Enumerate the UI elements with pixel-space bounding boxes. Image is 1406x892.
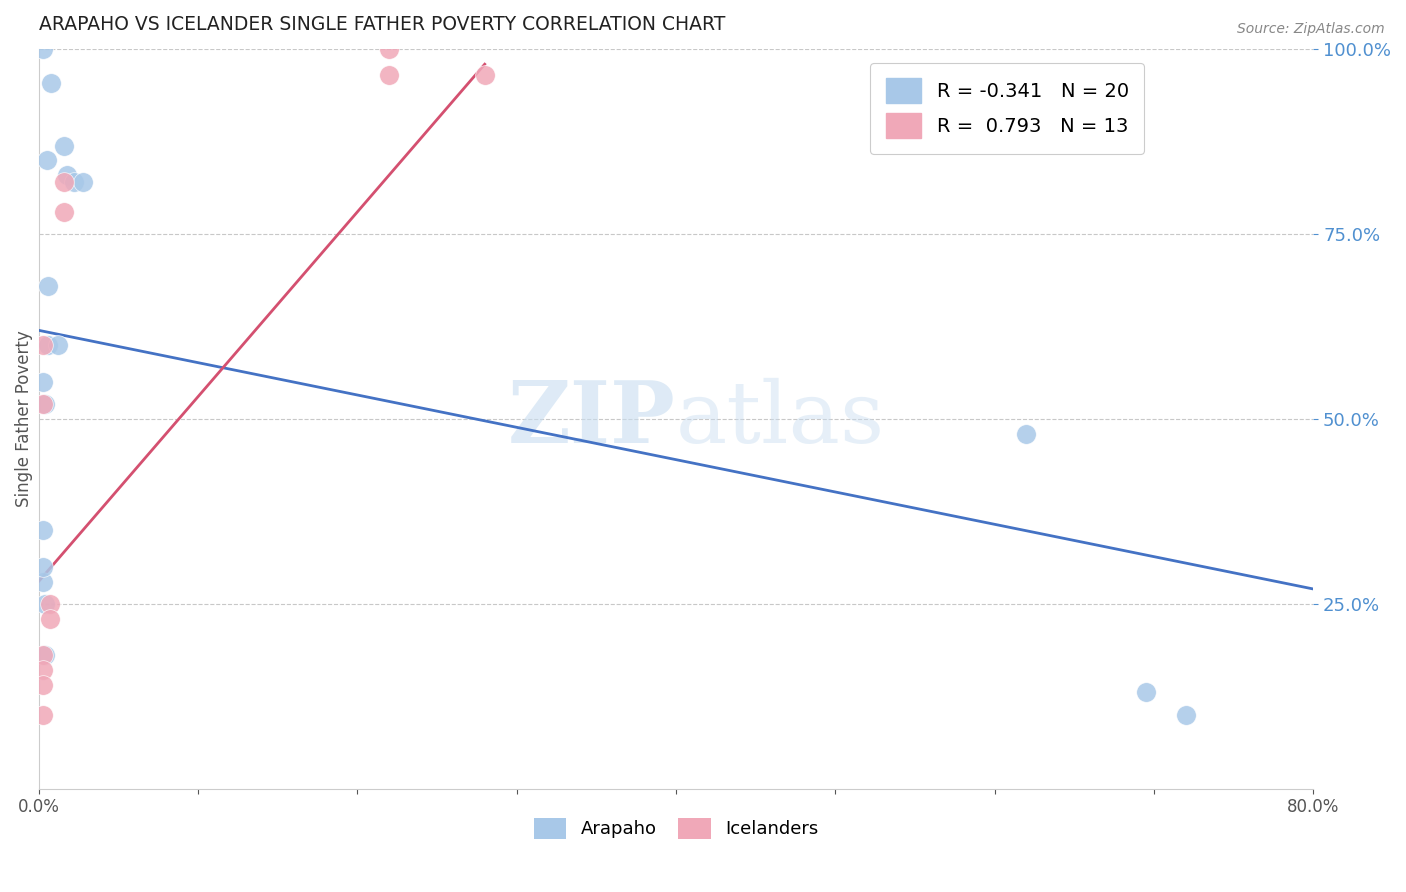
Text: atlas: atlas [676,377,884,460]
Point [34,648,56,663]
Point [53,176,76,190]
Point [378,68,401,82]
Point [35,153,58,168]
Point [32,678,55,692]
Point [39,76,62,90]
Point [56,168,79,182]
Point [32,707,55,722]
Point [32,523,55,537]
Point [32,574,55,589]
Point [37,338,59,352]
Point [34,397,56,411]
Point [378,42,401,56]
Point [32,375,55,389]
Point [474,68,496,82]
Point [37,279,59,293]
Point [53,205,76,219]
Point [32,338,55,352]
Point [32,663,55,677]
Point [1135,685,1157,699]
Point [1015,426,1038,441]
Text: ZIP: ZIP [508,377,676,461]
Point [62,176,84,190]
Y-axis label: Single Father Poverty: Single Father Poverty [15,331,32,508]
Text: Source: ZipAtlas.com: Source: ZipAtlas.com [1237,22,1385,37]
Legend: Arapaho, Icelanders: Arapaho, Icelanders [526,811,825,846]
Point [1174,707,1197,722]
Point [38,597,60,611]
Point [32,42,55,56]
Text: ARAPAHO VS ICELANDER SINGLE FATHER POVERTY CORRELATION CHART: ARAPAHO VS ICELANDER SINGLE FATHER POVER… [38,15,725,34]
Point [32,648,55,663]
Point [53,138,76,153]
Point [38,611,60,625]
Point [34,597,56,611]
Point [32,397,55,411]
Point [46,338,69,352]
Point [32,559,55,574]
Point [72,176,94,190]
